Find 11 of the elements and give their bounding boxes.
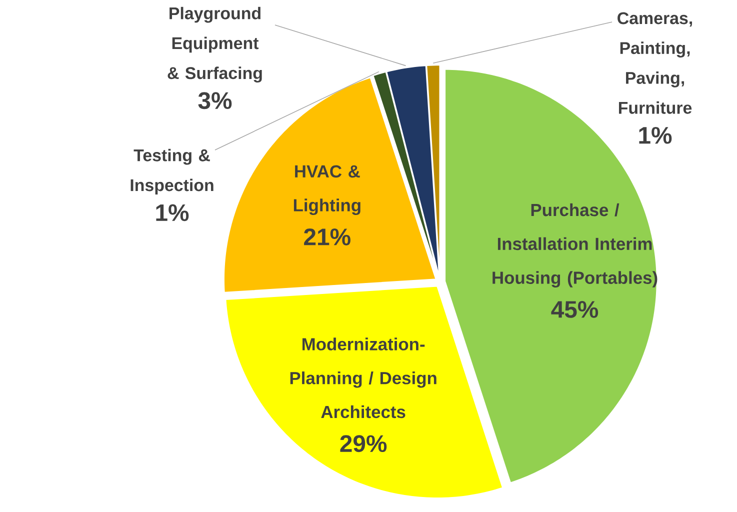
- data-label: 1%: [156, 204, 189, 222]
- data-label: 45%: [551, 301, 598, 318]
- slice-label: Testing & Inspection: [130, 148, 214, 195]
- data-label: 1%: [639, 126, 672, 144]
- slice-label: Cameras, Painting, Paving, Furniture: [618, 12, 692, 114]
- category-label: HVAC & Lighting: [294, 165, 360, 215]
- category-label: Modernization-Planning / Design Architects: [290, 338, 436, 418]
- data-label: 21%: [304, 228, 350, 246]
- data-label: 3%: [198, 92, 232, 110]
- data-label: 29%: [340, 435, 387, 452]
- slice-label: Playground Equipment & Surfacing: [168, 6, 262, 83]
